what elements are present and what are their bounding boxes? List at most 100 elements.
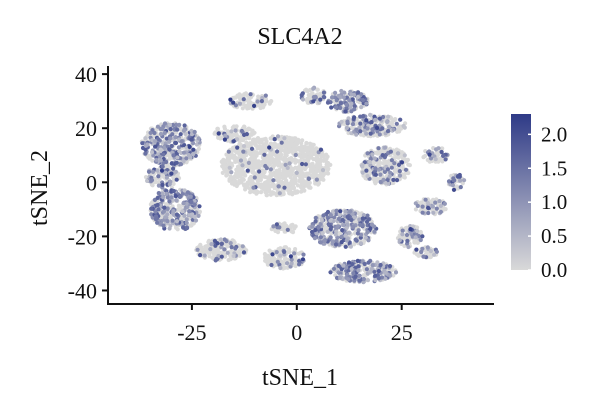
cell-point: [222, 253, 227, 258]
cell-point: [321, 94, 326, 100]
cell-point: [290, 168, 295, 173]
cell-point: [285, 165, 290, 170]
cell-point: [329, 225, 334, 230]
cell-point: [222, 161, 227, 167]
cell-point: [405, 238, 410, 243]
cell-point: [406, 244, 411, 250]
cell-point: [282, 257, 288, 262]
cell-point: [333, 242, 339, 247]
cell-point: [212, 238, 217, 243]
cell-point: [280, 175, 285, 180]
cell-point: [303, 165, 308, 170]
cell-point: [145, 142, 150, 147]
cell-point: [383, 180, 388, 185]
cell-point: [184, 225, 189, 230]
cell-point: [293, 165, 298, 170]
cell-point: [299, 144, 304, 149]
cell-point: [340, 228, 345, 233]
cell-point: [149, 150, 155, 155]
cell-point: [365, 173, 370, 179]
cell-point: [356, 94, 361, 99]
cell-point: [311, 86, 316, 91]
cell-point: [149, 206, 154, 211]
cell-point: [392, 161, 397, 166]
colorbar-tick-label: 0.0: [541, 258, 567, 282]
cell-point: [247, 186, 252, 191]
cell-point: [368, 226, 373, 231]
cell-point: [289, 261, 294, 266]
cell-point: [386, 114, 391, 119]
cell-point: [213, 258, 218, 263]
cell-point: [287, 156, 292, 161]
cell-point: [274, 168, 279, 173]
colorbar-tick-label: 1.5: [541, 156, 567, 180]
cell-point: [299, 93, 304, 98]
cell-point: [146, 169, 152, 174]
cell-point: [404, 158, 409, 164]
cell-point: [223, 133, 228, 138]
cell-point: [341, 263, 346, 268]
cell-point: [364, 168, 369, 173]
cell-point: [318, 240, 323, 245]
cell-point: [346, 260, 352, 265]
cell-point: [181, 150, 186, 155]
cell-point: [337, 94, 342, 99]
cell-point: [256, 160, 261, 166]
cell-point: [432, 252, 437, 257]
cell-point: [266, 161, 271, 166]
cell-point: [397, 169, 402, 174]
cell-point: [300, 97, 306, 102]
cell-point: [369, 266, 374, 272]
chart-title: SLC4A2: [257, 24, 342, 50]
cell-point: [192, 202, 197, 207]
cell-point: [246, 105, 251, 111]
cell-point: [195, 247, 200, 252]
cell-point: [249, 146, 255, 151]
cell-point: [333, 232, 338, 237]
cell-point: [305, 96, 311, 101]
cell-point: [380, 153, 385, 158]
cell-point: [257, 169, 262, 174]
cell-point: [376, 167, 382, 172]
cell-point: [302, 153, 307, 158]
cell-point: [433, 200, 438, 205]
cell-point: [376, 146, 381, 151]
cell-point: [184, 156, 189, 161]
cell-point: [458, 185, 463, 190]
cell-point: [423, 153, 428, 159]
cell-point: [373, 277, 378, 283]
cell-point: [338, 275, 343, 280]
cell-point: [348, 209, 353, 214]
cell-point: [288, 187, 293, 192]
cell-point: [351, 271, 356, 276]
colorbar-tick-label: 1.0: [541, 190, 567, 214]
cell-point: [357, 217, 362, 222]
cell-point: [431, 210, 436, 215]
cell-point: [360, 164, 365, 169]
cell-point: [232, 153, 237, 158]
cell-point: [247, 96, 252, 101]
cell-point: [150, 158, 155, 163]
cell-point: [338, 101, 344, 106]
cell-point: [293, 263, 298, 269]
cell-point: [358, 241, 363, 246]
cell-point: [242, 124, 247, 129]
cell-point: [439, 146, 444, 151]
cell-point: [374, 150, 379, 155]
cell-point: [343, 233, 348, 238]
cell-point: [426, 210, 431, 216]
cell-point: [337, 242, 342, 247]
cell-point: [173, 194, 178, 199]
cell-point: [350, 262, 355, 267]
cell-point: [350, 211, 355, 217]
cell-point: [165, 212, 170, 217]
cell-point: [402, 125, 407, 130]
cell-point: [226, 149, 231, 154]
cell-point: [143, 136, 148, 141]
cell-point: [174, 198, 179, 203]
cell-point: [428, 249, 433, 254]
cell-point: [264, 183, 269, 188]
cell-point: [268, 167, 273, 172]
cell-point: [359, 92, 364, 97]
cell-point: [392, 168, 397, 174]
